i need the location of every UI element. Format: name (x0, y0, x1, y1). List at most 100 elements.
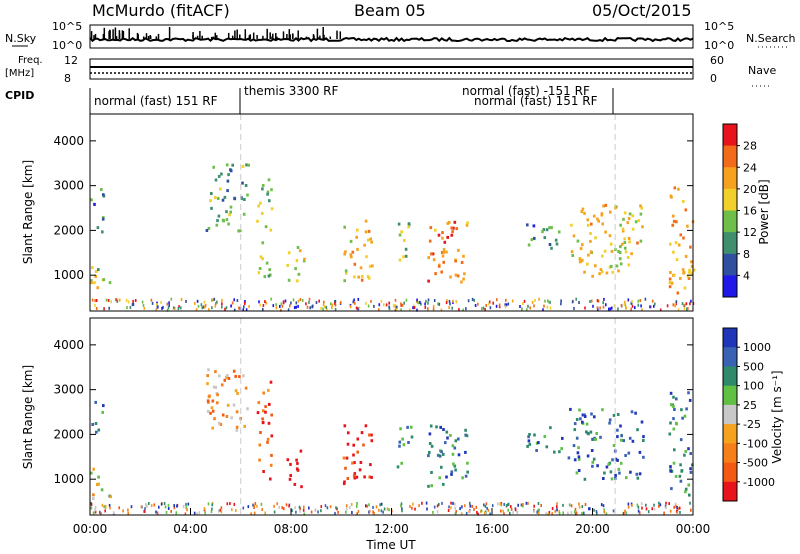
ground-scatter-cell (148, 502, 150, 505)
echo-cell (466, 461, 469, 465)
ground-scatter-cell (419, 300, 421, 304)
echo-cell (560, 447, 563, 451)
echo-cell (452, 226, 455, 230)
ground-scatter-cell (105, 298, 108, 302)
ground-scatter-cell (378, 303, 381, 307)
colorbar-tick-label: -1000 (743, 476, 775, 489)
ground-scatter-cell (549, 300, 551, 304)
ground-scatter-cell (334, 301, 336, 305)
echo-cell (268, 268, 271, 272)
colorbar-tick-label: 20 (743, 183, 757, 196)
echo-cell (96, 286, 99, 290)
ground-scatter-cell (460, 512, 463, 516)
echo-cell (347, 431, 350, 435)
echo-cell (239, 229, 242, 233)
ground-scatter-cell (676, 506, 678, 509)
ground-scatter-cell (578, 301, 580, 304)
echo-cell (688, 268, 691, 272)
ground-scatter-cell (538, 508, 540, 512)
echo-cell (246, 407, 249, 411)
ground-scatter-cell (375, 505, 378, 509)
echo-cell (453, 220, 457, 224)
ground-scatter-cell (630, 301, 633, 305)
echo-cell (583, 477, 587, 481)
ground-scatter-cell (144, 510, 146, 514)
ground-scatter-cell (482, 306, 485, 310)
ground-scatter-cell (309, 306, 311, 310)
ground-scatter-cell (248, 305, 250, 309)
echo-cell (548, 243, 552, 246)
echo-cell (238, 375, 241, 379)
ground-scatter-cell (520, 503, 523, 507)
ground-scatter-cell (185, 502, 187, 506)
echo-cell (400, 230, 403, 234)
ground-scatter-cell (320, 505, 323, 509)
y-tick-label: 2000 (53, 427, 84, 441)
ground-scatter-cell (653, 503, 655, 507)
echo-cell (270, 207, 274, 211)
ground-scatter-cell (526, 308, 528, 312)
y-tick-label: 2000 (53, 223, 84, 237)
echo-cell (217, 421, 221, 425)
ground-scatter-cell (463, 504, 466, 508)
echo-cell (623, 211, 627, 215)
ground-scatter-cell (272, 304, 275, 308)
echo-cell (440, 270, 443, 274)
ground-scatter-cell (608, 307, 610, 311)
ground-scatter-cell (163, 502, 166, 505)
ground-scatter-cell (668, 502, 670, 506)
ground-scatter-cell (298, 505, 301, 509)
ground-scatter-cell (373, 304, 375, 308)
x-tick-label: 00:00 (676, 522, 711, 536)
echo-cell (624, 454, 627, 457)
echo-cell (93, 281, 96, 285)
echo-cell (577, 446, 580, 450)
echo-cell (464, 474, 468, 478)
echo-cell (207, 226, 211, 230)
echo-cell (673, 273, 676, 277)
echo-cell (398, 258, 402, 262)
ground-scatter-cell (301, 299, 304, 302)
power-heatmap (90, 114, 696, 312)
ground-scatter-cell (489, 512, 491, 516)
ground-scatter-cell (351, 511, 353, 514)
ground-scatter-cell (356, 512, 358, 516)
ground-scatter-cell (168, 301, 170, 305)
ground-scatter-cell (485, 502, 488, 506)
ground-scatter-cell (219, 508, 221, 512)
ground-scatter-cell (596, 306, 599, 310)
echo-cell (261, 257, 264, 261)
echo-cell (622, 217, 625, 221)
echo-cell (572, 444, 576, 448)
ground-scatter-cell (602, 504, 605, 508)
echo-cell (410, 425, 413, 429)
ground-scatter-cell (243, 305, 245, 309)
ground-scatter-cell (672, 303, 675, 307)
ground-scatter-cell (166, 308, 169, 312)
colorbar-swatch (723, 328, 737, 348)
echo-cell (206, 399, 210, 403)
echo-cell (583, 413, 586, 417)
ground-scatter-cell (653, 507, 656, 511)
ground-scatter-cell (675, 302, 677, 306)
echo-cell (344, 269, 348, 273)
freq-tick-top: 12 (64, 54, 78, 67)
ground-scatter-cell (567, 511, 569, 515)
echo-cell (542, 228, 546, 232)
ground-scatter-cell (356, 502, 358, 505)
echo-cell (573, 428, 577, 432)
ground-scatter-cell (329, 505, 332, 509)
echo-cell (267, 421, 271, 425)
ground-scatter-cell (679, 511, 681, 514)
echo-cell (625, 476, 628, 480)
echo-cell (535, 449, 538, 452)
echo-cell (675, 421, 678, 425)
freq-label-1: Freq. (18, 55, 43, 66)
echo-cell (225, 415, 229, 418)
ground-scatter-cell (210, 510, 213, 514)
echo-cell (370, 240, 373, 244)
ground-scatter-cell (581, 505, 584, 509)
echo-cell (614, 473, 617, 477)
ground-scatter-cell (603, 508, 605, 512)
ground-scatter-cell (578, 505, 581, 509)
